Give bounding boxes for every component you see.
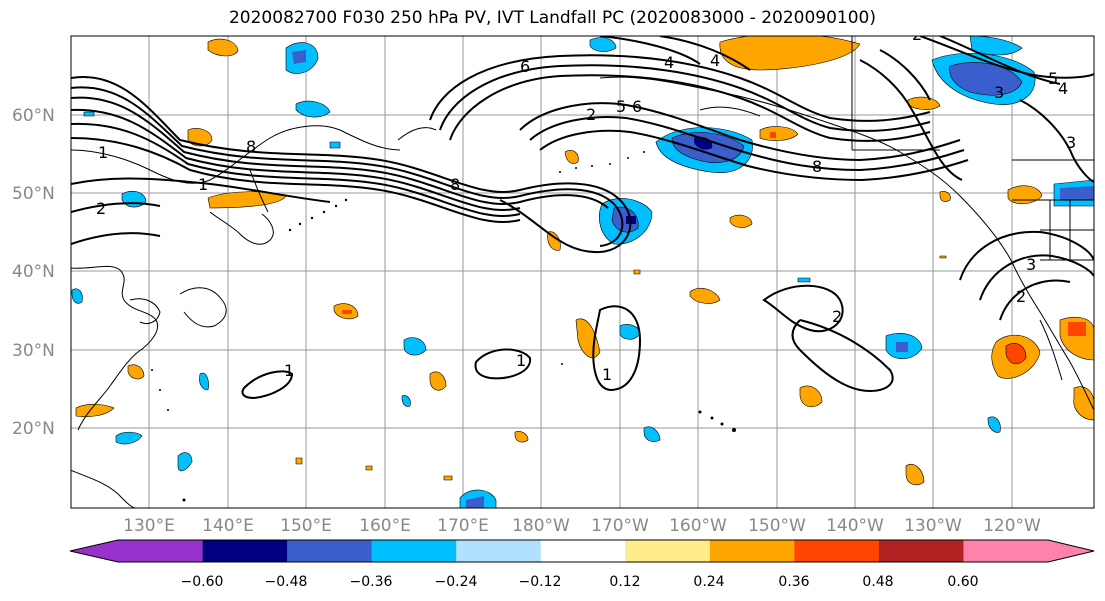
lat-label: 50°N (12, 184, 55, 204)
lon-label: 160°E (359, 516, 411, 536)
contour-label: 6 (632, 97, 642, 116)
lon-label: 130°W (904, 516, 962, 536)
contour-label: 5 (1048, 69, 1058, 88)
colorbar-swatch (878, 540, 964, 562)
lon-label: 150°E (280, 516, 332, 536)
colorbar-swatch (371, 540, 457, 562)
contour-label: 2 (1016, 287, 1026, 306)
colorbar-outline (69, 539, 1095, 563)
island-chains (151, 151, 736, 502)
lon-label: 160°W (669, 516, 727, 536)
contour-label: 5 (616, 97, 626, 116)
colorbar-tick-label: 0.12 (609, 574, 640, 590)
contour-label: 1 (198, 175, 208, 194)
map-title: 2020082700 F030 250 hPa PV, IVT Landfall… (228, 8, 876, 28)
contour-label: 8 (812, 157, 822, 176)
colorbar-swatch (70, 540, 203, 562)
contour-label: 3 (1026, 255, 1036, 274)
lon-label: 130°E (123, 516, 175, 536)
contour-labels: 1 2 8 1 6 5 6 2 8 8 4 4 3 5 4 3 2 3 2 2 … (96, 25, 1076, 384)
colorbar-swatch (540, 540, 626, 562)
lon-label: 150°W (748, 516, 806, 536)
contour-label: 2 (96, 199, 106, 218)
colorbar-tick-label: 0.36 (778, 574, 809, 590)
lat-label: 30°N (12, 341, 55, 361)
lon-label: 140°W (826, 516, 884, 536)
pv-contours (71, 36, 1094, 400)
contour-label: 2 (832, 307, 842, 326)
contour-label: 8 (450, 175, 460, 194)
colorbar-swatch (963, 540, 1094, 562)
contour-label: 2 (912, 25, 922, 44)
colorbar-swatch (709, 540, 795, 562)
colorbar (69, 539, 1095, 563)
colorbar-tick-label: −0.36 (350, 574, 393, 590)
lon-label: 170°E (437, 516, 489, 536)
contour-label: 1 (602, 365, 612, 384)
colorbar-swatch (202, 540, 288, 562)
lat-label: 40°N (12, 262, 55, 282)
colorbar-tick-label: −0.12 (519, 574, 562, 590)
lon-label: 180°W (512, 516, 570, 536)
colorbar-tick-label: −0.48 (265, 574, 308, 590)
lon-label: 170°W (591, 516, 649, 536)
contour-label: 4 (1058, 79, 1068, 98)
contour-label: 1 (516, 351, 526, 370)
contour-label: 4 (664, 53, 674, 72)
contour-label: 2 (586, 105, 596, 124)
colorbar-swatch (794, 540, 880, 562)
map-frame (70, 35, 1095, 509)
colorbar-tick-label: 0.48 (862, 574, 893, 590)
contour-label: 6 (520, 57, 530, 76)
longitude-labels: 130°E 140°E 150°E 160°E 170°E 180°W 170°… (123, 516, 1041, 536)
colorbar-swatch (456, 540, 542, 562)
lat-label: 60°N (12, 106, 55, 126)
colorbar-tick-label: 0.60 (947, 574, 978, 590)
colorbar-tick-labels: −0.60 −0.48 −0.36 −0.24 −0.12 0.12 0.24 … (181, 574, 979, 590)
lon-label: 140°E (202, 516, 254, 536)
colorbar-tick-label: −0.24 (435, 574, 478, 590)
latitude-labels: 20°N 30°N 40°N 50°N 60°N (12, 106, 55, 439)
lat-label: 20°N (12, 419, 55, 439)
contour-label: 8 (246, 137, 256, 156)
lon-label: 120°W (983, 516, 1041, 536)
colorbar-swatch (625, 540, 711, 562)
colorbar-swatch (287, 540, 373, 562)
positive-anomaly-shading (75, 36, 1094, 486)
contour-label: 3 (1066, 133, 1076, 152)
map-background (71, 36, 1094, 508)
contour-label: 1 (284, 361, 294, 380)
colorbar-tick-label: −0.60 (181, 574, 224, 590)
contour-label: 3 (994, 83, 1004, 102)
colorbar-tick-label: 0.24 (693, 574, 724, 590)
contour-label: 1 (98, 143, 108, 162)
contour-label: 4 (710, 51, 720, 70)
